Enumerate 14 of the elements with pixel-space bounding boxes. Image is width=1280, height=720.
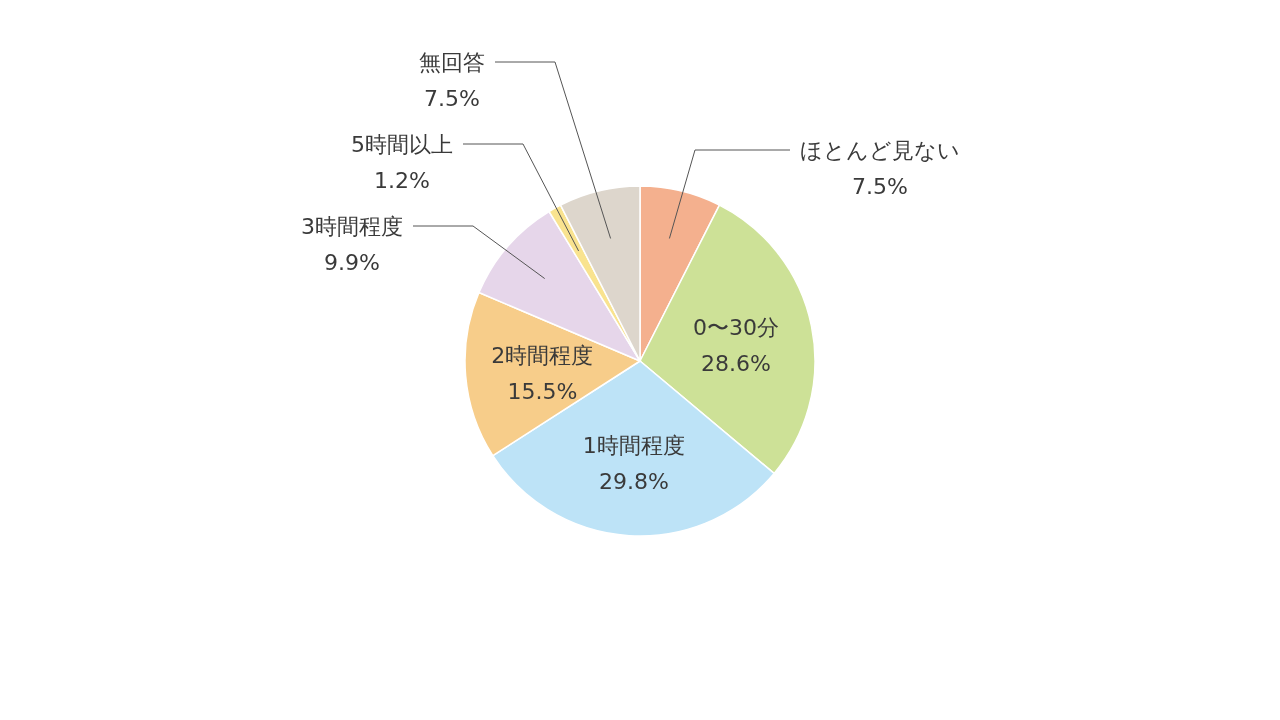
slice-label: 1時間程度	[582, 432, 685, 458]
slice-label: 3時間程度	[301, 214, 403, 239]
data-label: 9.9%	[324, 250, 380, 275]
data-label: 7.5%	[852, 174, 908, 199]
data-label: 29.8%	[598, 468, 669, 494]
slice-label: 2時間程度	[491, 343, 594, 369]
data-label: 1.2%	[374, 168, 430, 193]
data-label: 28.6%	[701, 351, 771, 377]
data-label: 15.5%	[507, 379, 578, 405]
slice-label: 0〜30分	[693, 315, 780, 341]
data-label: 7.5%	[424, 86, 480, 111]
slice-label: 5時間以上	[351, 132, 453, 157]
slice-label: 無回答	[419, 50, 485, 75]
slice-label: ほとんど見ない	[800, 138, 960, 163]
